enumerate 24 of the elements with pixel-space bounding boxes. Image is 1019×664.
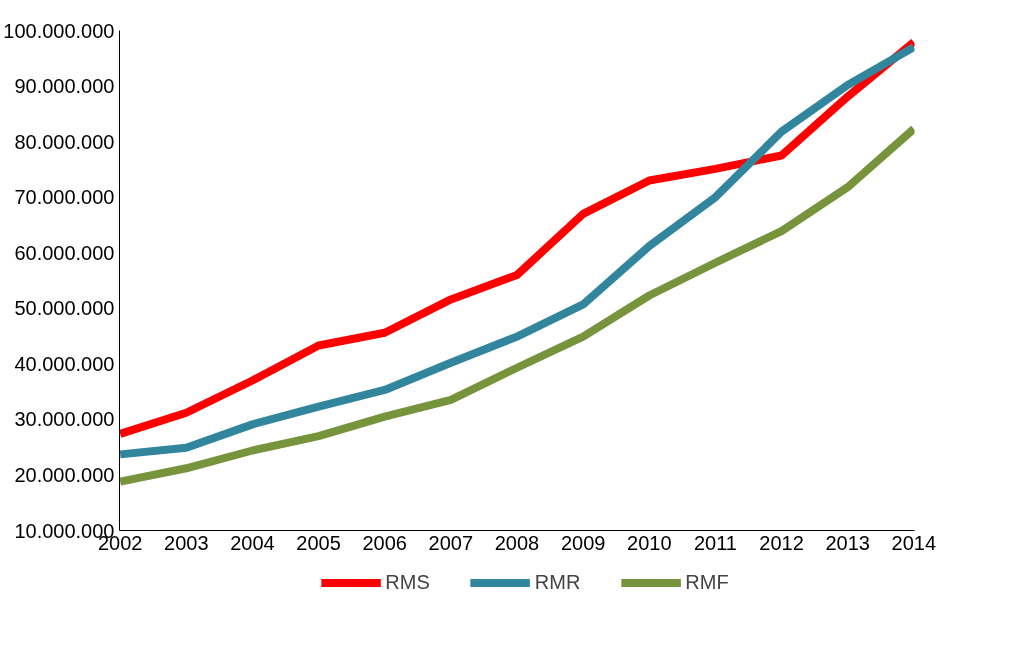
x-tick-label: 2009 [560,531,606,554]
x-tick-label: 2005 [296,531,341,554]
legend-label: RMS [385,570,430,594]
y-tick-label: 20.000.000 [14,463,115,486]
y-tick-label: 50.000.000 [14,297,115,320]
x-tick-label: 2010 [627,531,672,554]
x-tick-label: 2008 [494,531,540,554]
y-tick-label: 40.000.000 [14,352,115,375]
y-tick-label: 80.000.000 [14,130,115,153]
x-tick-label: 2003 [164,531,209,554]
y-tick-label: 60.000.000 [14,241,115,264]
y-tick-label: 90.000.000 [14,75,115,98]
x-tick-label: 2014 [891,531,937,554]
x-tick-label: 2006 [362,531,407,554]
x-tick-label: 2007 [428,531,474,554]
x-tick-label: 2004 [230,531,275,554]
x-tick-label: 2013 [825,531,870,554]
y-tick-label: 100.000.000 [3,19,115,42]
legend-label: RMF [685,570,729,594]
y-tick-label: 30.000.000 [14,408,115,431]
y-tick-label: 70.000.000 [14,186,115,209]
legend-label: RMR [534,570,581,594]
x-tick-label: 2011 [693,531,737,554]
x-tick-label: 2012 [759,531,804,554]
